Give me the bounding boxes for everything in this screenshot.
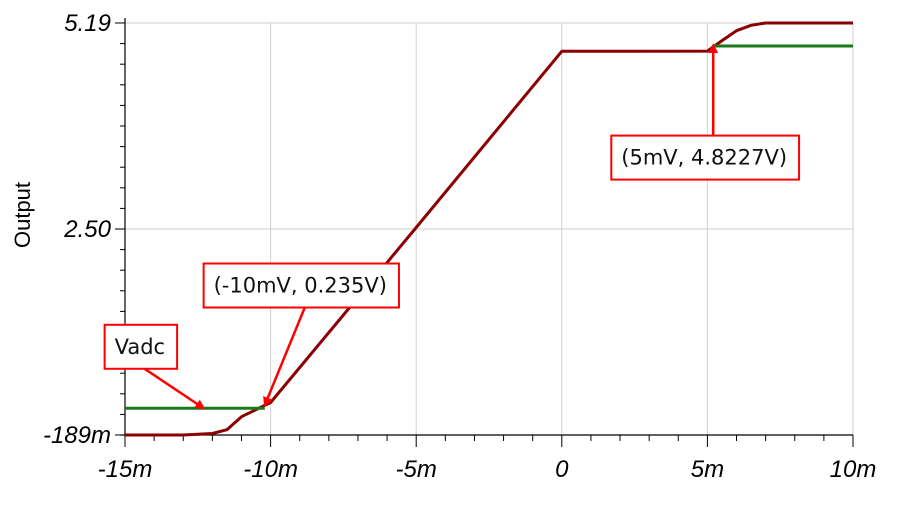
- annotation-label: (-10mV, 0.235V): [214, 274, 387, 298]
- x-tick-label: 5m: [691, 456, 724, 483]
- x-tick-label: -15m: [98, 456, 153, 483]
- y-tick-label: 2.50: [63, 216, 111, 243]
- y-axis-label: Output: [10, 182, 35, 248]
- annotation-2: (-10mV, 0.235V): [202, 262, 400, 408]
- annotation-label: Vadc: [115, 335, 165, 359]
- annotation-box: [202, 262, 400, 309]
- series-line-output: [125, 21, 853, 437]
- annotation-box: [610, 134, 801, 181]
- annotations-layer: Vadc (-10mV, 0.235V) (5mV, 4.8227V): [103, 43, 801, 410]
- annotation-label: (5mV, 4.8227V): [621, 146, 787, 170]
- x-tick-label: 0: [555, 456, 569, 483]
- tick-labels: -15m -10m -5m 0 5m 10m -189m 2.50 5.19: [43, 10, 876, 483]
- annotation-arrow: [263, 307, 306, 408]
- y-tick-label: 5.19: [64, 10, 111, 37]
- x-tick-label: -10m: [243, 456, 298, 483]
- annotation-3: (5mV, 4.8227V): [610, 43, 801, 181]
- annotation-1: Vadc: [103, 323, 206, 410]
- x-tick-label: -5m: [396, 456, 437, 483]
- annotation-arrow: [143, 367, 206, 410]
- x-tick-label: 10m: [830, 456, 877, 483]
- annotation-box: [103, 323, 179, 370]
- y-tick-label: -189m: [43, 422, 111, 449]
